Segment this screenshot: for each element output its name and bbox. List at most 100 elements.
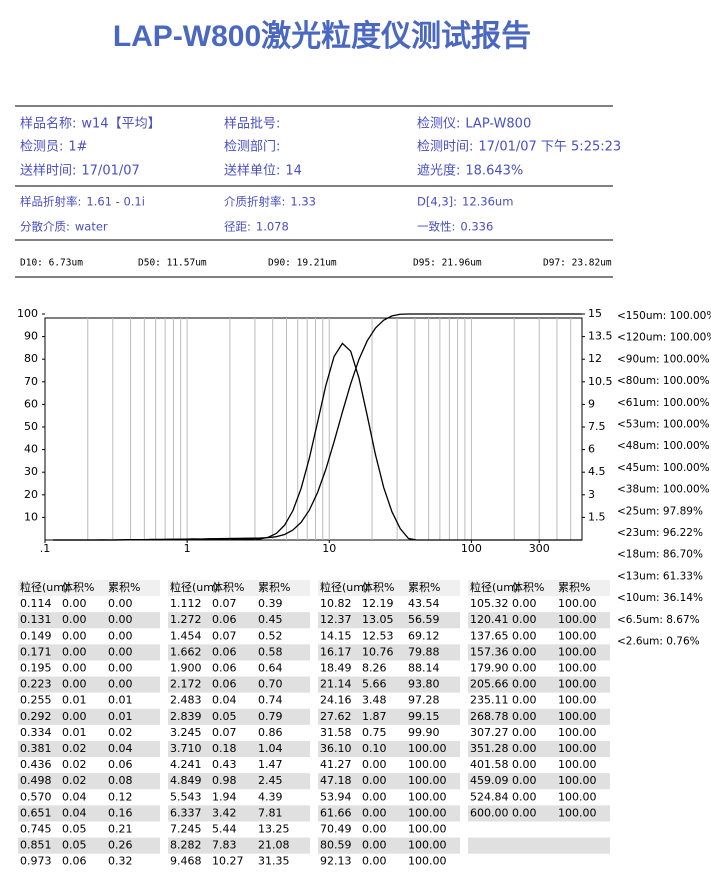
row-stripe [318,837,460,854]
table-cell: 97.28 [408,694,440,707]
table-header: 粒径(um) [20,580,68,594]
row-stripe [168,740,310,758]
x-tick-label: 300 [529,542,550,555]
row-stripe [468,676,610,693]
table-cell: 13.05 [362,613,394,626]
table-cell: 0.00 [512,806,537,819]
table-cell: 24.16 [320,694,352,707]
row-stripe [318,676,460,693]
cumulative-summary: <48um: 100.00% [617,440,710,452]
table-cell: 70.49 [320,823,352,836]
table-cell: 7.83 [212,839,237,852]
table-cell: 100.00 [558,613,597,626]
row-stripe [468,773,610,790]
field-value: 14 [285,164,302,179]
table-header: 粒径(um) [470,580,518,594]
row-stripe [168,708,310,725]
table-cell: 0.114 [20,597,52,610]
table-cell: 12.53 [362,629,394,642]
table-cell: 0.32 [108,855,133,868]
field-value: 1.61 - 0.1i [86,195,145,209]
table-cell: 0.74 [258,694,283,707]
table-cell: 0.98 [212,774,237,787]
table-cell: 69.12 [408,629,440,642]
y-tick-label: 80 [24,352,38,365]
field-value: 1.078 [256,220,289,234]
table-cell: 0.16 [108,806,133,819]
d-value: D10: 6.73um [20,258,83,269]
table-cell: 79.88 [408,645,440,658]
row-stripe [18,644,160,661]
table-cell: 100.00 [408,774,447,787]
row-stripe [18,612,160,629]
y-tick-label: 60 [24,397,38,410]
table-cell: 0.00 [362,790,387,803]
table-cell: 459.09 [470,774,509,787]
table-cell: 0.04 [108,742,133,755]
y2-tick-label: 6 [588,443,595,456]
table-cell: 0.00 [108,662,133,675]
table-header: 体积% [62,580,94,594]
field-value: 17/01/07 下午 5:25:23 [478,140,621,155]
table-cell: 31.58 [320,726,352,739]
table-cell: 0.651 [20,806,52,819]
field-value: 17/01/07 [81,164,139,179]
table-cell: 1.112 [170,597,202,610]
row-stripe [18,805,160,822]
table-cell: 56.59 [408,613,440,626]
header-bg [468,579,610,597]
table-cell: 1.47 [258,758,283,771]
table-cell: 0.00 [62,613,87,626]
row-stripe [468,805,610,822]
row-stripe [318,644,460,661]
table-cell: 100.00 [558,742,597,755]
y2-tick-label: 1.5 [588,510,606,523]
table-cell: 0.00 [512,613,537,626]
y2-tick-label: 3 [588,488,595,501]
field-label: 检测仪: [417,117,460,132]
row-stripe [468,612,610,629]
table-cell: 0.05 [62,839,87,852]
table-cell: 0.570 [20,790,52,803]
table-cell: 93.80 [408,678,440,691]
cumulative-summary: <13um: 61.33% [617,570,703,582]
row-stripe [168,773,310,790]
table-cell: 100.00 [558,710,597,723]
cumulative-summary: <61um: 100.00% [617,397,710,409]
table-cell: 53.94 [320,790,352,803]
table-cell: 157.36 [470,645,509,658]
table-cell: 0.00 [62,662,87,675]
x-tick-label: 10 [322,542,336,555]
table-cell: 0.06 [62,855,87,868]
table-cell: 7.245 [170,823,202,836]
table-cell: 0.04 [62,790,87,803]
row-stripe [168,805,310,822]
table-cell: 307.27 [470,726,509,739]
report-title: LAP-W800激光粒度仪测试报告 [113,19,531,53]
table-cell: 14.15 [320,629,352,642]
table-cell: 0.292 [20,710,52,723]
cumulative-summary: <80um: 100.00% [617,375,710,387]
table-cell: 0.00 [108,597,133,610]
table-cell: 2.45 [258,774,283,787]
table-cell: 0.00 [62,678,87,691]
table-cell: 0.07 [212,726,237,739]
table-cell: 10.76 [362,645,394,658]
table-cell: 0.851 [20,839,52,852]
table-cell: 100.00 [408,742,447,755]
table-cell: 1.94 [212,790,237,803]
y-tick-label: 40 [24,443,38,456]
table-cell: 36.10 [320,742,352,755]
table-cell: 351.28 [470,742,509,755]
row-stripe [18,676,160,693]
table-cell: 0.04 [212,694,237,707]
cumulative-summary: <2.6um: 0.76% [617,636,700,648]
table-cell: 0.00 [362,839,387,852]
table-cell: 0.86 [258,726,283,739]
table-cell: 6.337 [170,806,202,819]
table-cell: 0.223 [20,678,52,691]
y2-tick-label: 9 [588,397,595,410]
table-cell: 0.07 [212,629,237,642]
table-cell: 0.00 [62,645,87,658]
